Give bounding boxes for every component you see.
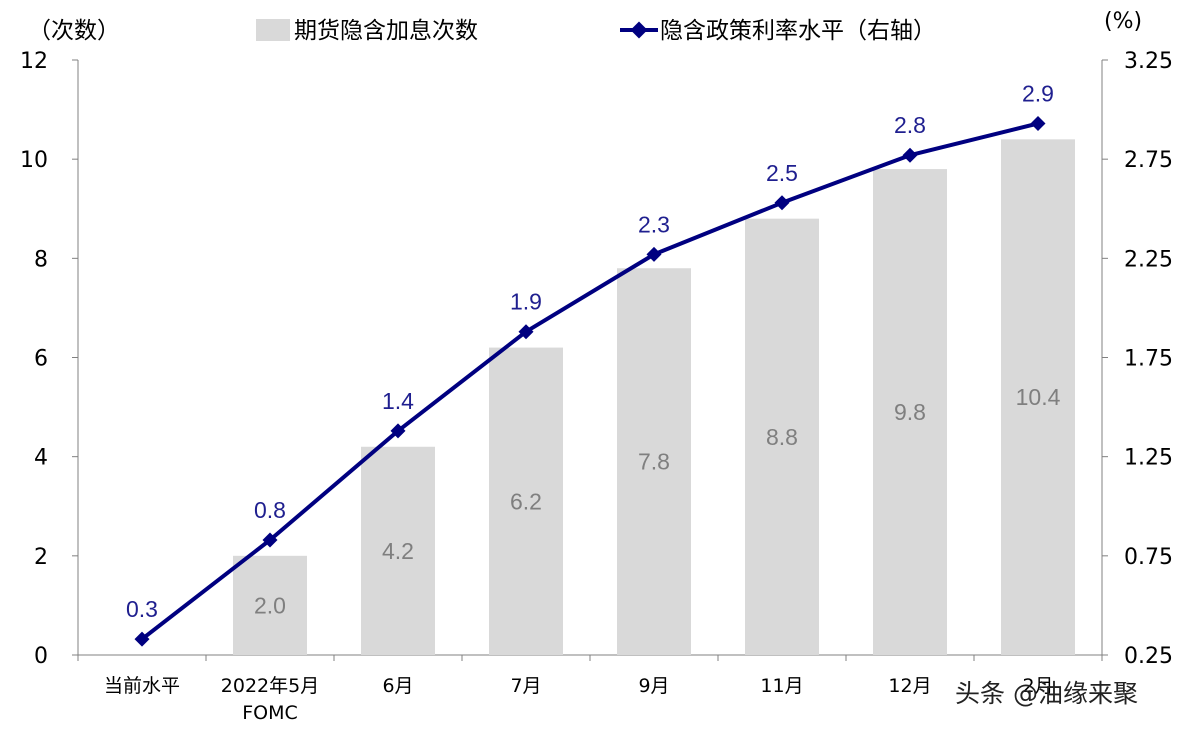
line-data-label: 0.3: [126, 596, 158, 622]
bar: [745, 218, 819, 655]
legend-line-label: 隐含政策利率水平（右轴）: [660, 18, 936, 44]
left-tick-label: 0: [34, 644, 48, 669]
left-axis-unit-label: （次数）: [28, 18, 120, 44]
x-tick-label: 7月: [510, 675, 541, 697]
x-tick-label: 11月: [760, 675, 803, 697]
line-point-marker: [774, 195, 790, 211]
line-point-marker: [646, 246, 662, 262]
bar-data-label: 2.0: [254, 592, 286, 618]
bar-data-label: 7.8: [638, 449, 670, 475]
bar: [617, 268, 691, 655]
line-point-marker: [262, 532, 278, 548]
right-tick-label: 1.25: [1124, 446, 1173, 471]
line-data-label: 0.8: [254, 497, 286, 523]
category-labels: 当前水平 2022年5月 FOMC 6月 7月 9月 11月 12月 2月: [104, 675, 1054, 724]
bar-data-label: 6.2: [510, 488, 542, 514]
line-series: 0.3 0.8 1.4 1.9 2.3 2.5 2.8 2.9: [126, 80, 1054, 647]
line-data-label: 1.9: [510, 289, 542, 315]
watermark: 头条 @油缘来聚: [955, 679, 1138, 708]
right-tick-label: 3.25: [1124, 49, 1173, 74]
bar-data-label: 4.2: [382, 538, 414, 564]
legend-bar-label: 期货隐含加息次数: [294, 18, 478, 44]
bar: [233, 555, 307, 655]
x-tick-label: 当前水平: [104, 675, 180, 697]
line-data-label: 2.8: [894, 112, 926, 138]
x-tick-label: 2月: [1022, 675, 1053, 697]
left-tick-label: 2: [34, 545, 48, 570]
bars: 2.0 4.2 6.2 7.8 8.8 9.8 10.4: [233, 139, 1075, 656]
x-tick-label: 12月: [888, 675, 931, 697]
right-tick-label: 1.75: [1124, 347, 1173, 372]
right-tick-label: 2.75: [1124, 148, 1173, 173]
left-tick-label: 4: [34, 446, 48, 471]
legend-diamond-marker: [630, 21, 648, 39]
bar-data-label: 9.8: [894, 399, 926, 425]
x-tick-label: 2022年5月: [221, 675, 319, 697]
series-line: [140, 121, 1039, 641]
x-tick-label: 9月: [638, 675, 669, 697]
left-tick-label: 8: [34, 247, 48, 272]
x-tick-label: FOMC: [242, 702, 298, 724]
line-point-marker: [134, 631, 150, 647]
line-point-marker: [390, 423, 406, 439]
left-tick-label: 10: [20, 148, 48, 173]
bar: [1001, 139, 1075, 656]
axes: 0 2 4 6 8 10 12 0.25 0.75 1.25 1.75 2.25 2.75 3.25: [20, 49, 1173, 669]
line-point-marker: [902, 147, 918, 163]
line-data-label: 2.5: [766, 160, 798, 186]
x-tick-label: 6月: [382, 675, 413, 697]
legend: （次数） 期货隐含加息次数 隐含政策利率水平（右轴） (%): [28, 9, 1142, 44]
right-axis-unit-label: (%): [1104, 9, 1142, 34]
right-tick-label: 2.25: [1124, 247, 1173, 272]
legend-bar-swatch: [256, 19, 290, 41]
line-data-label: 2.3: [638, 211, 670, 237]
left-tick-label: 6: [34, 347, 48, 372]
line-point-marker: [1030, 115, 1046, 131]
bar: [489, 347, 563, 655]
line-data-label: 2.9: [1022, 80, 1054, 106]
bar-data-label: 8.8: [766, 424, 798, 450]
line-point-marker: [518, 324, 534, 340]
bar: [873, 169, 947, 656]
line-data-label: 1.4: [382, 388, 414, 414]
right-tick-label: 0.75: [1124, 545, 1173, 570]
right-tick-label: 0.25: [1124, 644, 1173, 669]
left-tick-label: 12: [20, 49, 48, 74]
bar: [361, 446, 435, 655]
bar-data-label: 10.4: [1016, 384, 1061, 410]
